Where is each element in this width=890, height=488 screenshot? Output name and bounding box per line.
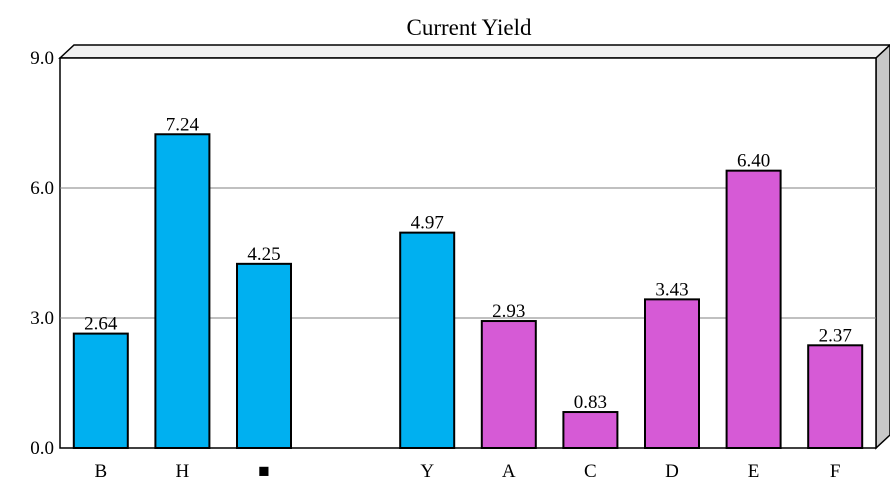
y-tick-label: 3.0 [30,308,54,329]
bar [644,298,700,449]
y-tick-label: 9.0 [30,48,54,69]
bar [807,344,864,449]
bar-value-label: 0.83 [574,392,607,413]
bar [236,262,292,450]
x-category-label: Y [420,461,434,482]
x-category-label: H [176,461,190,482]
bar [72,332,129,450]
x-category-label: C [584,461,597,482]
bar-value-label: 2.37 [819,325,852,346]
frame-top-face [58,44,890,59]
bar-value-label: 6.40 [737,151,770,172]
bar-value-label: 4.25 [247,244,280,265]
bar-value-label: 7.24 [166,114,200,135]
bar [399,231,456,449]
x-category-label: D [665,461,679,482]
frame-right-face [875,43,890,450]
bar [562,411,619,449]
bar [725,169,782,450]
x-category-label: B [94,461,107,482]
x-category-label: A [502,461,516,482]
bar [480,320,537,449]
x-category-label: E [748,461,760,482]
bar-value-label: 4.97 [411,213,444,234]
x-category-label: F [830,461,841,482]
y-tick-label: 6.0 [30,178,54,199]
chart-title: Current Yield [407,15,532,40]
bar [154,133,211,449]
x-category-label: ■ [258,461,269,482]
bar-value-label: 2.64 [84,314,118,335]
y-tick-label: 0.0 [30,438,54,459]
bar-value-label: 2.93 [492,301,525,322]
bar-value-label: 3.43 [655,279,688,300]
